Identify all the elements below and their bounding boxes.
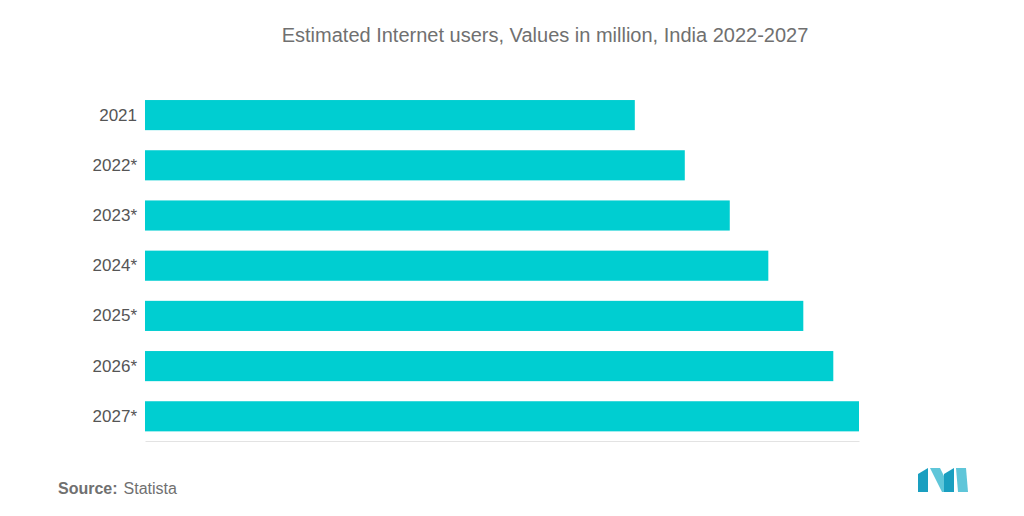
y-tick-label: 2025* bbox=[93, 306, 138, 325]
bar bbox=[145, 301, 803, 331]
y-tick-label: 2027* bbox=[93, 407, 138, 426]
y-tick-label: 2024* bbox=[93, 256, 138, 275]
bar bbox=[145, 251, 768, 281]
y-tick: 2027* bbox=[93, 407, 145, 426]
bar bbox=[145, 200, 730, 230]
y-tick-label: 2022* bbox=[93, 156, 138, 175]
title: Estimated Internet users, Values in mill… bbox=[282, 24, 809, 46]
y-tick: 2024* bbox=[93, 256, 145, 275]
y-tick: 2025* bbox=[93, 306, 145, 325]
y-tick-label: 2021 bbox=[99, 106, 137, 125]
source-name: Statista bbox=[124, 480, 177, 497]
y-axis: 2021 2022* 2023* 2024* 2025* 2026* 2027* bbox=[93, 106, 145, 426]
bars bbox=[145, 100, 859, 431]
bar bbox=[145, 150, 685, 180]
y-tick: 2021 bbox=[99, 106, 145, 125]
y-tick: 2026* bbox=[93, 357, 145, 376]
logo-part bbox=[956, 468, 968, 492]
y-tick: 2022* bbox=[93, 156, 145, 175]
bar bbox=[145, 351, 833, 381]
source-label: Source: bbox=[58, 480, 118, 497]
chart: Estimated Internet users, Values in mill… bbox=[0, 0, 1024, 516]
bar bbox=[145, 401, 859, 431]
y-tick-label: 2026* bbox=[93, 357, 138, 376]
x-axis bbox=[146, 441, 860, 442]
y-tick-label: 2023* bbox=[93, 206, 138, 225]
logo-part bbox=[944, 468, 954, 492]
y-tick: 2023* bbox=[93, 206, 145, 225]
logo bbox=[918, 468, 968, 492]
x-axis-line bbox=[146, 441, 860, 442]
logo-part bbox=[918, 468, 928, 492]
bar bbox=[145, 100, 635, 130]
source: Source: Statista bbox=[58, 480, 177, 497]
